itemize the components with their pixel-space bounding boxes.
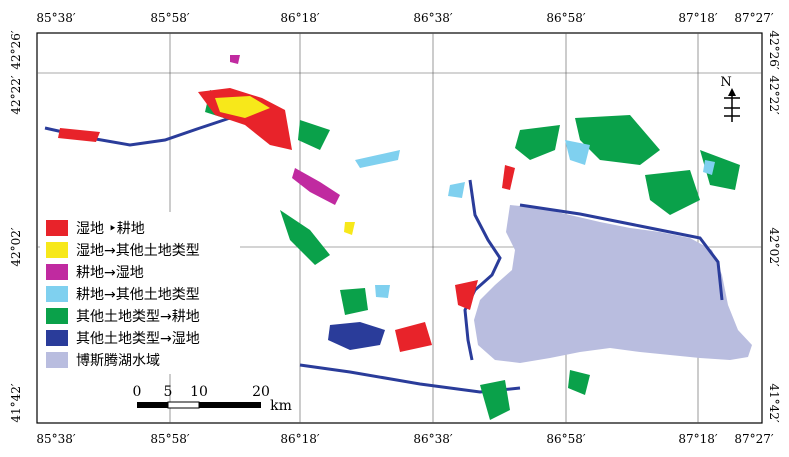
legend-swatch [46,330,68,346]
legend-label: 湿地 ‣耕地 [76,220,145,237]
coord-right-4: 41°42′ [767,383,781,423]
legend-swatch [46,220,68,236]
cropland-to-wetland-patches [230,55,340,205]
scale-bar: 0 5 10 20 km [133,384,292,414]
coord-left-3: 42°02′ [9,227,23,267]
coord-labels-top: 85°38′ 85°58′ 86°18′ 86°38′ 86°58′ 87°18… [36,11,774,25]
compass-rose-icon [728,88,736,96]
coord-top-4: 86°38′ [413,11,453,25]
scale-tick-10: 10 [190,384,208,400]
coord-top-7: 87°27′ [734,11,774,25]
north-arrow: N [720,75,740,122]
coord-left-1: 42°26′ [9,30,23,70]
scale-tick-5: 5 [164,384,173,400]
coord-left-2: 42°22′ [9,75,23,115]
coord-top-6: 87°18′ [678,11,718,25]
coord-right-2: 42°22′ [767,75,781,115]
legend-label: 耕地→湿地 [76,264,144,281]
coord-bottom-2: 85°58′ [150,432,190,446]
legend-swatch [46,242,68,258]
legend-swatch [46,286,68,302]
legend-swatch [46,308,68,324]
legend-background [40,212,240,374]
north-label: N [720,75,731,90]
coord-top-3: 86°18′ [280,11,320,25]
wetland-gain-cluster [328,322,385,350]
legend-swatch [46,264,68,280]
coord-bottom-3: 86°18′ [280,432,320,446]
coord-top-1: 85°38′ [36,11,76,25]
lake-bosten [474,205,752,363]
coord-bottom-4: 86°38′ [413,432,453,446]
coord-bottom-1: 85°38′ [36,432,76,446]
legend-label: 其他土地类型→湿地 [76,331,200,347]
legend-label: 博斯腾湖水域 [76,352,160,369]
coord-bottom-6: 87°18′ [678,432,718,446]
north-arrow-icon [724,90,740,122]
coord-labels-left: 42°26′ 42°22′ 42°02′ 41°42′ [9,30,23,423]
legend-swatch [46,352,68,368]
coord-bottom-7: 87°27′ [734,432,774,446]
coord-top-2: 85°58′ [150,11,190,25]
coord-labels-right: 42°26′ 42°22′ 42°02′ 41°42′ [767,30,781,423]
coord-top-5: 86°58′ [546,11,586,25]
coord-right-3: 42°02′ [767,227,781,267]
coord-right-1: 42°26′ [767,30,781,70]
legend-label: 耕地→其他土地类型 [76,286,200,303]
legend-label: 湿地→其他土地类型 [76,243,200,259]
scale-tick-20: 20 [252,384,270,400]
legend-label: 其他土地类型→耕地 [76,308,200,325]
coord-left-4: 41°42′ [9,383,23,423]
wetland-loss-other-patches [215,96,355,235]
scale-tick-0: 0 [133,384,142,400]
coord-labels-bottom: 85°38′ 85°58′ 86°18′ 86°38′ 86°58′ 87°18… [36,432,774,446]
coord-bottom-5: 86°58′ [546,432,586,446]
legend: 湿地 ‣耕地湿地→其他土地类型耕地→湿地耕地→其他土地类型其他土地类型→耕地其他… [40,212,240,374]
cropland-to-other-patches [355,140,715,298]
scale-unit: km [270,398,292,414]
